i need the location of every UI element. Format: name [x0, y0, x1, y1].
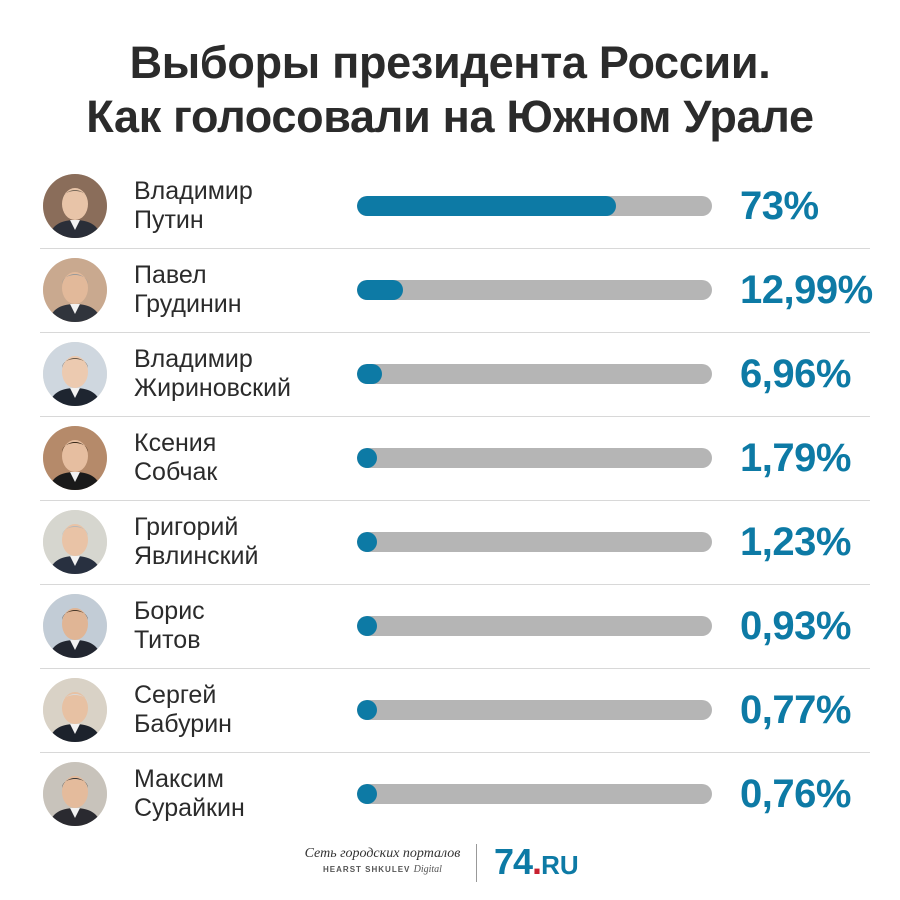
candidate-first-name: Григорий: [134, 513, 239, 541]
candidate-photo: [43, 342, 107, 406]
candidate-last-name: Титов: [134, 626, 201, 654]
bar-track: [357, 196, 712, 216]
candidate-row: Владимир Жириновский 6,96%: [40, 333, 870, 417]
candidate-list: Владимир Путин 73% Павел Грудинин 12,99% Влади…: [40, 165, 873, 836]
candidate-name: Сергей Бабурин: [134, 681, 232, 739]
candidate-last-name: Жириновский: [134, 374, 291, 402]
candidate-row: Павел Грудинин 12,99%: [40, 249, 873, 333]
network-subtitle: HEARST SHKULEV Digital: [323, 864, 442, 875]
candidate-name: Максим Сурайкин: [134, 765, 245, 823]
chart-title-line-2: Как голосовали на Южном Урале: [86, 91, 814, 142]
candidate-first-name: Владимир: [134, 177, 253, 205]
data-label: 1,79%: [740, 436, 851, 480]
candidate-row: Максим Сурайкин 0,76%: [40, 753, 870, 836]
candidate-photo: [43, 594, 107, 658]
site-logo: 74.RU: [494, 841, 579, 882]
data-label: 12,99%: [740, 268, 873, 312]
candidate-row: Григорий Явлинский 1,23%: [40, 501, 870, 585]
candidate-photo: [43, 258, 107, 322]
data-label: 0,93%: [740, 604, 851, 648]
candidate-first-name: Сергей: [134, 681, 217, 709]
bar-track: [357, 700, 712, 720]
data-label: 0,77%: [740, 688, 851, 732]
bar-track: [357, 532, 712, 552]
bar-fill: [357, 532, 377, 552]
candidate-row: Борис Титов 0,93%: [40, 585, 870, 669]
chart-title-line-1: Выборы президента России.: [129, 37, 771, 88]
footer-divider: [476, 844, 477, 882]
candidate-first-name: Максим: [134, 765, 224, 793]
bar-fill: [357, 364, 382, 384]
candidate-last-name: Путин: [134, 206, 204, 234]
network-name: Сеть городских порталов: [304, 846, 461, 861]
candidate-first-name: Владимир: [134, 345, 253, 373]
candidate-first-name: Борис: [134, 597, 205, 625]
network-logo: Сеть городских порталов HEARST SHKULEV D…: [300, 846, 465, 875]
data-label: 1,23%: [740, 520, 851, 564]
data-label: 6,96%: [740, 352, 851, 396]
data-label: 73%: [740, 184, 819, 228]
candidate-name: Владимир Жириновский: [134, 345, 291, 403]
bar-track: [357, 616, 712, 636]
data-label: 0,76%: [740, 772, 851, 816]
candidate-name: Григорий Явлинский: [134, 513, 259, 571]
candidate-name: Павел Грудинин: [134, 261, 242, 319]
candidate-last-name: Бабурин: [134, 710, 232, 738]
candidate-last-name: Явлинский: [134, 542, 259, 570]
candidate-photo: [43, 762, 107, 826]
bar-track: [357, 280, 712, 300]
candidate-last-name: Собчак: [134, 458, 218, 486]
bar-fill: [357, 700, 377, 720]
candidate-row: Владимир Путин 73%: [40, 165, 870, 249]
candidate-name: Владимир Путин: [134, 177, 253, 235]
bar-fill: [357, 784, 377, 804]
candidate-last-name: Грудинин: [134, 290, 242, 318]
bar-fill: [357, 196, 617, 216]
candidate-last-name: Сурайкин: [134, 794, 245, 822]
candidate-photo: [43, 426, 107, 490]
candidate-photo: [43, 510, 107, 574]
candidate-photo: [43, 678, 107, 742]
candidate-name: Ксения Собчак: [134, 429, 217, 487]
bar-fill: [357, 448, 377, 468]
candidate-name: Борис Титов: [134, 597, 205, 655]
bar-track: [357, 448, 712, 468]
bar-fill: [357, 280, 404, 300]
bar-track: [357, 364, 712, 384]
candidate-photo: [43, 174, 107, 238]
candidate-row: Сергей Бабурин 0,77%: [40, 669, 870, 753]
footer: Сеть городских порталов HEARST SHKULEV D…: [0, 838, 900, 888]
candidate-row: Ксения Собчак 1,79%: [40, 417, 870, 501]
candidate-first-name: Павел: [134, 261, 207, 289]
candidate-first-name: Ксения: [134, 429, 217, 457]
bar-fill: [357, 616, 377, 636]
bar-track: [357, 784, 712, 804]
